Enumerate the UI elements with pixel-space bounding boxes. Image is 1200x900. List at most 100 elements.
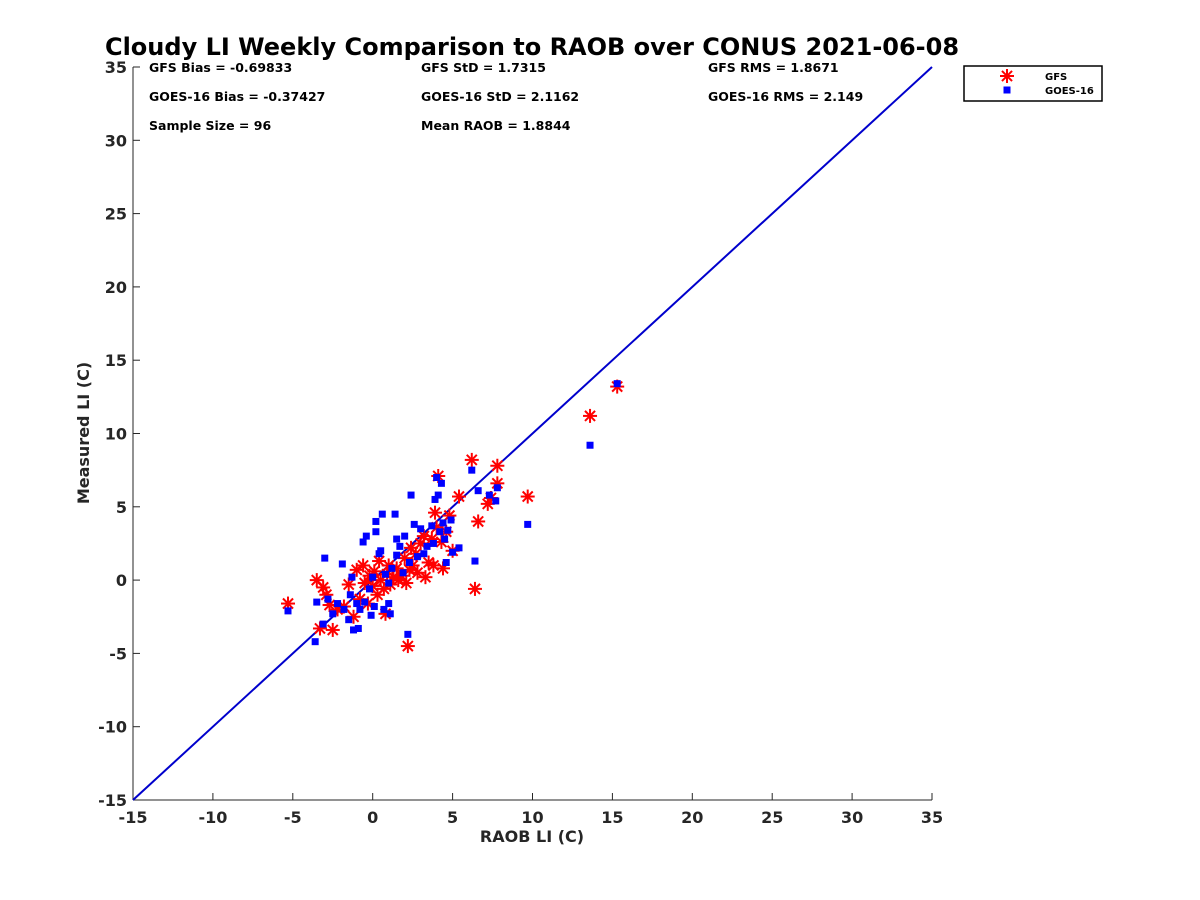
data-point-goes-16 [377, 547, 385, 555]
data-point-goes-16 [385, 579, 393, 587]
stat-text: GFS RMS = 1.8671 [708, 60, 839, 75]
data-point-goes-16 [359, 538, 367, 546]
data-point-goes-16 [524, 520, 532, 528]
data-point-goes-16 [354, 624, 362, 632]
stat-text: GFS StD = 1.7315 [421, 60, 546, 75]
x-tick-label: 10 [521, 808, 543, 827]
data-point-goes-16 [311, 638, 319, 646]
x-tick-label: 0 [367, 808, 378, 827]
stat-text: Sample Size = 96 [149, 118, 271, 133]
data-point-gfs [309, 573, 324, 588]
stat-text: GOES-16 Bias = -0.37427 [149, 89, 325, 104]
x-tick-label: -10 [198, 808, 227, 827]
data-point-gfs [370, 587, 385, 602]
data-point-goes-16 [367, 611, 375, 619]
data-point-goes-16 [380, 605, 388, 613]
y-tick-label: 0 [116, 571, 127, 590]
data-point-goes-16 [391, 510, 399, 518]
stat-text: Mean RAOB = 1.8844 [421, 118, 571, 133]
y-tick-label: -15 [98, 791, 127, 810]
data-point-goes-16 [388, 564, 396, 572]
x-tick-label: 5 [447, 808, 458, 827]
data-point-goes-16 [613, 380, 621, 388]
data-point-gfs [520, 489, 535, 504]
data-point-goes-16 [417, 525, 425, 533]
data-point-goes-16 [319, 620, 327, 628]
data-point-goes-16 [324, 595, 332, 603]
data-point-gfs [399, 576, 414, 591]
data-point-goes-16 [356, 605, 364, 613]
x-tick-label: 15 [601, 808, 623, 827]
data-point-goes-16 [441, 535, 449, 543]
reference-line [132, 66, 933, 801]
data-point-goes-16 [442, 559, 450, 567]
y-tick-label: -10 [98, 718, 127, 737]
stat-text: GFS Bias = -0.69833 [149, 60, 292, 75]
data-point-goes-16 [361, 598, 369, 606]
data-point-goes-16 [431, 495, 439, 503]
chart-title: Cloudy LI Weekly Comparison to RAOB over… [105, 33, 959, 61]
data-point-goes-16 [436, 528, 444, 536]
y-tick-label: 20 [105, 278, 127, 297]
data-point-goes-16 [471, 557, 479, 565]
data-point-gfs [490, 458, 505, 473]
data-point-goes-16 [386, 610, 394, 618]
data-point-goes-16 [439, 519, 447, 527]
legend-label: GOES-16 [1045, 86, 1094, 97]
data-point-goes-16 [370, 602, 378, 610]
data-point-goes-16 [449, 548, 457, 556]
legend: GFS GOES-16 [963, 65, 1103, 102]
data-point-goes-16 [407, 491, 415, 499]
data-point-goes-16 [428, 522, 436, 530]
stat-text: GOES-16 StD = 2.1162 [421, 89, 579, 104]
x-tick-label: -15 [119, 808, 148, 827]
data-point-goes-16 [334, 600, 342, 608]
x-tick-label: 25 [761, 808, 783, 827]
data-point-goes-16 [372, 528, 380, 536]
data-point-goes-16 [366, 585, 374, 593]
data-point-goes-16 [350, 626, 358, 634]
data-point-goes-16 [329, 610, 337, 618]
y-axis-label: Measured LI (C) [74, 362, 93, 504]
data-point-gfs [418, 570, 433, 585]
data-point-goes-16 [485, 491, 493, 499]
x-tick-label: 30 [841, 808, 863, 827]
data-point-goes-16 [378, 510, 386, 518]
data-point-goes-16 [399, 569, 407, 577]
data-point-goes-16 [348, 573, 356, 581]
data-point-goes-16 [393, 535, 401, 543]
data-point-gfs [467, 581, 482, 596]
data-point-goes-16 [434, 491, 442, 499]
data-point-goes-16 [410, 520, 418, 528]
data-point-goes-16 [369, 573, 377, 581]
x-tick-label: 35 [921, 808, 943, 827]
data-point-gfs [341, 577, 356, 592]
data-point-goes-16 [338, 560, 346, 568]
axes: -15 -10 -5 0 5 10 15 20 25 30 35 -15 -10 -5 0 5 10 15 20 25… [98, 58, 943, 827]
y-tick-label: 5 [116, 498, 127, 517]
data-point-goes-16 [393, 551, 401, 559]
data-point-goes-16 [444, 526, 452, 534]
data-point-gfs [471, 514, 486, 529]
data-point-goes-16 [401, 532, 409, 540]
legend-marker-gfs [1000, 69, 1014, 83]
data-point-goes-16 [340, 605, 348, 613]
y-tick-label: -5 [109, 644, 127, 663]
data-point-goes-16 [492, 497, 500, 505]
data-point-goes-16 [362, 532, 370, 540]
legend-marker-goes-16 [1003, 86, 1011, 94]
data-point-goes-16 [372, 517, 380, 525]
data-point-goes-16 [455, 544, 463, 552]
series-goes-16 [284, 380, 621, 646]
data-point-goes-16 [353, 600, 361, 608]
data-point-gfs [400, 639, 415, 654]
data-point-goes-16 [433, 473, 441, 481]
data-point-goes-16 [474, 487, 482, 495]
data-point-goes-16 [313, 598, 321, 606]
data-point-goes-16 [468, 466, 476, 474]
data-point-goes-16 [405, 559, 413, 567]
y-tick-label: 10 [105, 425, 127, 444]
data-point-gfs [451, 489, 466, 504]
data-point-goes-16 [420, 550, 428, 558]
